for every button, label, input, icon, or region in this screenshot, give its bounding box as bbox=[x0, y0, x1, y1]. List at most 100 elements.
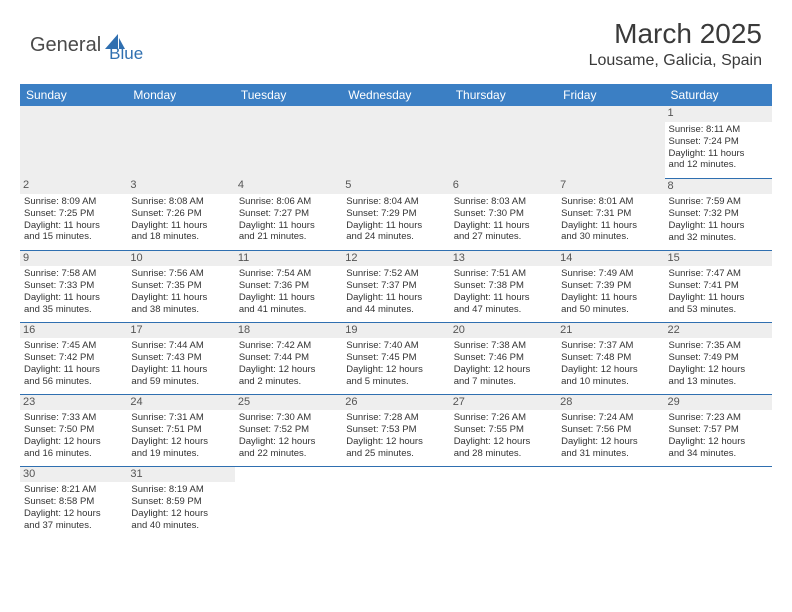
cell-line: Sunset: 7:51 PM bbox=[131, 424, 230, 436]
cell-line: Daylight: 12 hours bbox=[239, 436, 338, 448]
cell-line: and 7 minutes. bbox=[454, 376, 553, 388]
cell-line: Sunrise: 7:49 AM bbox=[561, 268, 660, 280]
cell-line: Daylight: 11 hours bbox=[669, 292, 768, 304]
calendar-cell: 26Sunrise: 7:28 AMSunset: 7:53 PMDayligh… bbox=[342, 394, 449, 466]
cell-line: Daylight: 11 hours bbox=[669, 220, 768, 232]
cell-line: Sunrise: 7:54 AM bbox=[239, 268, 338, 280]
cell-line: and 15 minutes. bbox=[24, 231, 123, 243]
cell-line: Sunset: 7:43 PM bbox=[131, 352, 230, 364]
cell-line: Daylight: 11 hours bbox=[561, 292, 660, 304]
cell-line: Sunrise: 7:47 AM bbox=[669, 268, 768, 280]
cell-line: Daylight: 11 hours bbox=[131, 292, 230, 304]
day-number: 19 bbox=[342, 323, 449, 339]
cell-line: Daylight: 12 hours bbox=[24, 436, 123, 448]
day-number: 9 bbox=[20, 251, 127, 267]
day-number: 31 bbox=[127, 467, 234, 483]
cell-line: and 21 minutes. bbox=[239, 231, 338, 243]
calendar-cell: 18Sunrise: 7:42 AMSunset: 7:44 PMDayligh… bbox=[235, 322, 342, 394]
cell-line: Sunset: 7:44 PM bbox=[239, 352, 338, 364]
calendar-cell bbox=[450, 466, 557, 538]
day-number: 4 bbox=[235, 178, 342, 194]
day-number: 13 bbox=[450, 251, 557, 267]
cell-line: and 40 minutes. bbox=[131, 520, 230, 532]
cell-line: Sunset: 7:35 PM bbox=[131, 280, 230, 292]
cell-line: and 34 minutes. bbox=[669, 448, 768, 460]
cell-line: and 24 minutes. bbox=[346, 231, 445, 243]
calendar-cell: 24Sunrise: 7:31 AMSunset: 7:51 PMDayligh… bbox=[127, 394, 234, 466]
day-number: 5 bbox=[342, 178, 449, 194]
cell-line: and 53 minutes. bbox=[669, 304, 768, 316]
weekday-header: Tuesday bbox=[235, 84, 342, 106]
cell-line: Sunrise: 7:42 AM bbox=[239, 340, 338, 352]
cell-line: Sunrise: 7:52 AM bbox=[346, 268, 445, 280]
cell-line: Daylight: 12 hours bbox=[131, 508, 230, 520]
cell-line: Sunrise: 8:21 AM bbox=[24, 484, 123, 496]
calendar-cell bbox=[127, 106, 234, 178]
cell-line: Daylight: 11 hours bbox=[24, 364, 123, 376]
day-number: 23 bbox=[20, 395, 127, 411]
weekday-header: Sunday bbox=[20, 84, 127, 106]
cell-line: Daylight: 12 hours bbox=[346, 436, 445, 448]
cell-line: Sunset: 7:45 PM bbox=[346, 352, 445, 364]
calendar-row: 16Sunrise: 7:45 AMSunset: 7:42 PMDayligh… bbox=[20, 322, 772, 394]
cell-line: Sunset: 8:58 PM bbox=[24, 496, 123, 508]
cell-line: and 32 minutes. bbox=[669, 232, 768, 244]
calendar-cell: 19Sunrise: 7:40 AMSunset: 7:45 PMDayligh… bbox=[342, 322, 449, 394]
weekday-header: Wednesday bbox=[342, 84, 449, 106]
calendar-cell: 10Sunrise: 7:56 AMSunset: 7:35 PMDayligh… bbox=[127, 250, 234, 322]
cell-line: Daylight: 12 hours bbox=[454, 436, 553, 448]
cell-line: and 56 minutes. bbox=[24, 376, 123, 388]
cell-line: Daylight: 12 hours bbox=[346, 364, 445, 376]
calendar-cell: 16Sunrise: 7:45 AMSunset: 7:42 PMDayligh… bbox=[20, 322, 127, 394]
cell-line: Daylight: 11 hours bbox=[454, 292, 553, 304]
cell-line: Sunrise: 7:44 AM bbox=[131, 340, 230, 352]
cell-line: and 16 minutes. bbox=[24, 448, 123, 460]
cell-line: and 35 minutes. bbox=[24, 304, 123, 316]
cell-line: and 12 minutes. bbox=[669, 159, 768, 171]
day-number: 29 bbox=[665, 395, 772, 411]
day-number: 27 bbox=[450, 395, 557, 411]
cell-line: Daylight: 12 hours bbox=[669, 364, 768, 376]
calendar-cell: 20Sunrise: 7:38 AMSunset: 7:46 PMDayligh… bbox=[450, 322, 557, 394]
cell-line: and 25 minutes. bbox=[346, 448, 445, 460]
day-number: 30 bbox=[20, 467, 127, 483]
cell-line: Daylight: 12 hours bbox=[131, 436, 230, 448]
cell-line: and 44 minutes. bbox=[346, 304, 445, 316]
day-number: 25 bbox=[235, 395, 342, 411]
cell-line: and 59 minutes. bbox=[131, 376, 230, 388]
calendar-cell bbox=[235, 466, 342, 538]
day-number: 14 bbox=[557, 251, 664, 267]
calendar-cell bbox=[20, 106, 127, 178]
cell-line: Sunrise: 8:19 AM bbox=[131, 484, 230, 496]
title-block: March 2025 Lousame, Galicia, Spain bbox=[589, 18, 762, 70]
cell-line: Sunrise: 7:31 AM bbox=[131, 412, 230, 424]
logo-text-blue: Blue bbox=[109, 44, 143, 64]
cell-line: Sunset: 7:48 PM bbox=[561, 352, 660, 364]
cell-line: Sunrise: 7:23 AM bbox=[669, 412, 768, 424]
cell-line: Sunset: 7:38 PM bbox=[454, 280, 553, 292]
cell-line: Daylight: 11 hours bbox=[561, 220, 660, 232]
cell-line: Sunset: 8:59 PM bbox=[131, 496, 230, 508]
cell-line: Sunset: 7:25 PM bbox=[24, 208, 123, 220]
calendar-cell: 22Sunrise: 7:35 AMSunset: 7:49 PMDayligh… bbox=[665, 322, 772, 394]
calendar-cell: 11Sunrise: 7:54 AMSunset: 7:36 PMDayligh… bbox=[235, 250, 342, 322]
calendar-cell: 12Sunrise: 7:52 AMSunset: 7:37 PMDayligh… bbox=[342, 250, 449, 322]
cell-line: Sunrise: 7:24 AM bbox=[561, 412, 660, 424]
calendar-cell: 9Sunrise: 7:58 AMSunset: 7:33 PMDaylight… bbox=[20, 250, 127, 322]
cell-line: Sunrise: 7:58 AM bbox=[24, 268, 123, 280]
cell-line: Sunset: 7:52 PM bbox=[239, 424, 338, 436]
calendar-cell bbox=[235, 106, 342, 178]
day-number: 18 bbox=[235, 323, 342, 339]
day-number: 15 bbox=[665, 251, 772, 267]
cell-line: Daylight: 11 hours bbox=[669, 148, 768, 160]
cell-line: Sunrise: 8:06 AM bbox=[239, 196, 338, 208]
cell-line: Sunset: 7:31 PM bbox=[561, 208, 660, 220]
calendar-cell: 5Sunrise: 8:04 AMSunset: 7:29 PMDaylight… bbox=[342, 178, 449, 250]
cell-line: and 37 minutes. bbox=[24, 520, 123, 532]
calendar-cell bbox=[342, 466, 449, 538]
cell-line: Sunrise: 7:51 AM bbox=[454, 268, 553, 280]
cell-line: Sunset: 7:27 PM bbox=[239, 208, 338, 220]
cell-line: Sunset: 7:46 PM bbox=[454, 352, 553, 364]
cell-line: and 18 minutes. bbox=[131, 231, 230, 243]
weekday-header: Friday bbox=[557, 84, 664, 106]
